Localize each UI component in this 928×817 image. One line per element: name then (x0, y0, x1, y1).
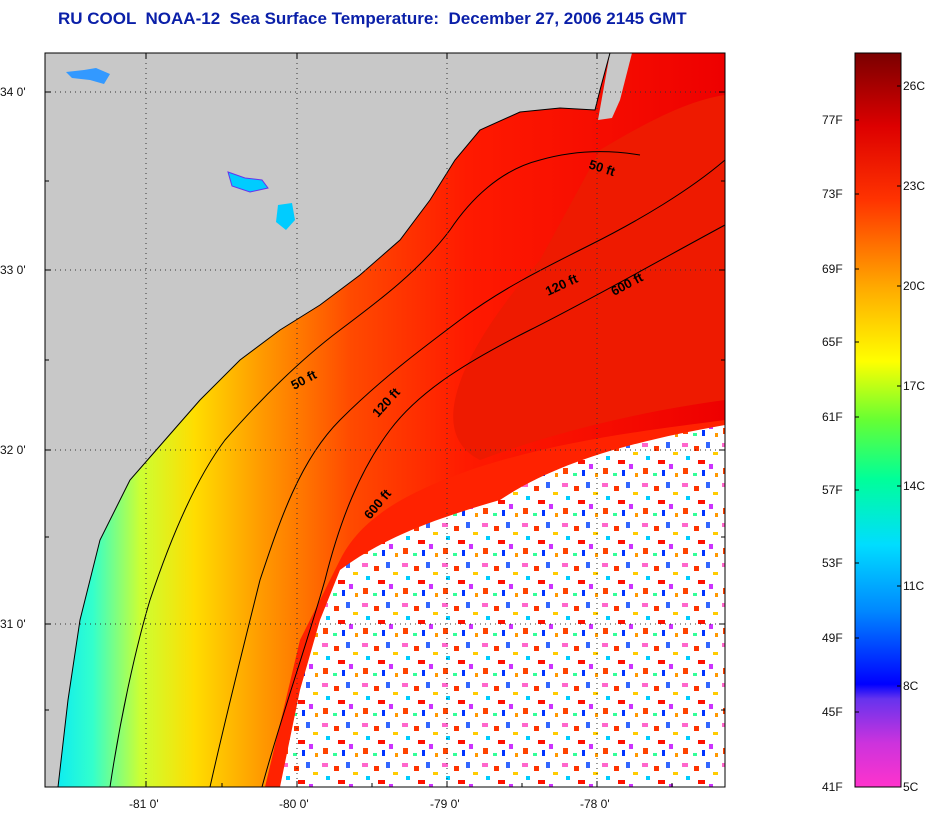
colorbar-c-label: 17C (903, 379, 926, 393)
colorbar-c-label: 8C (903, 679, 919, 693)
colorbar-f-label: 49F (822, 631, 843, 645)
colorbar-f-label: 65F (822, 335, 843, 349)
map-title: RU COOL NOAA-12 Sea Surface Temperature:… (58, 9, 687, 28)
colorbar-c-label: 5C (903, 780, 919, 794)
isobath-600ft (261, 224, 725, 787)
graticule (45, 53, 725, 787)
colorbar-frame (854, 52, 902, 788)
coastline (57, 53, 611, 787)
colorbar-c-label: 20C (903, 279, 926, 293)
colorbar-c-label: 23C (903, 179, 926, 193)
lat-label-34: 34 0' (0, 85, 26, 99)
colorbar-c-label: 26C (903, 79, 926, 93)
lat-label-32: 32 0' (0, 443, 26, 457)
lat-label-31: 31 0' (0, 617, 26, 631)
colorbar-c-label: 11C (903, 579, 925, 593)
colorbar-f-label: 73F (822, 187, 843, 201)
lon-label-78: -78 0' (580, 797, 610, 811)
cloud-cover (280, 425, 725, 787)
colorbar-f-label: 53F (822, 556, 843, 570)
lat-label-33: 33 0' (0, 263, 26, 277)
lon-label-81: -81 0' (129, 797, 159, 811)
colorbar-f-label: 57F (822, 483, 843, 497)
isobath-120ft (209, 159, 725, 787)
colorbar-f-label: 69F (822, 262, 843, 276)
map-frame (44, 52, 726, 788)
colorbar-c-label: 14C (903, 479, 926, 493)
lon-label-80: -80 0' (279, 797, 309, 811)
colorbar-f-label: 41F (822, 780, 843, 794)
land-area (45, 53, 610, 787)
isobath-50ft (109, 151, 641, 787)
colorbar-f-label: 61F (822, 410, 843, 424)
colorbar-f-label: 77F (822, 113, 843, 127)
lon-label-79: -79 0' (430, 797, 460, 811)
colorbar (855, 53, 901, 787)
colorbar-f-label: 45F (822, 705, 843, 719)
